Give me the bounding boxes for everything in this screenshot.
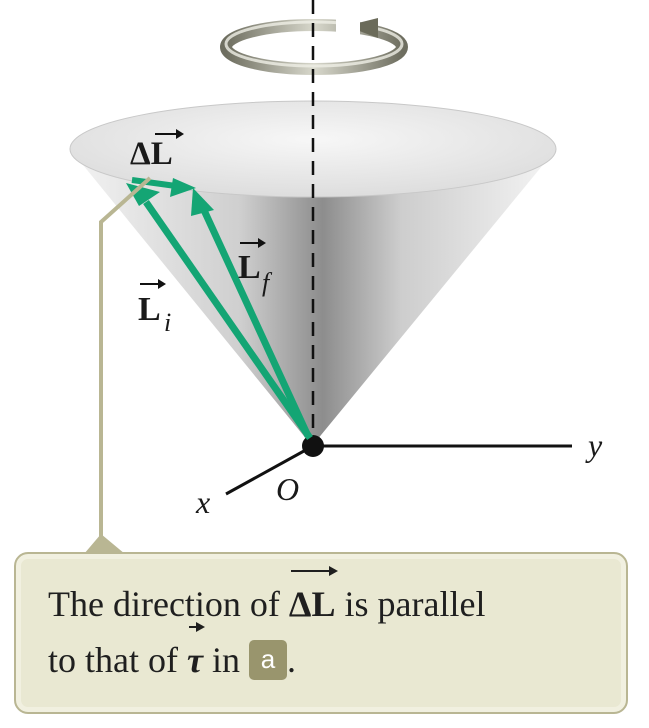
callout-line: [99, 176, 152, 540]
vector-delta-l: [131, 177, 196, 197]
label-l-f-subscript: f: [262, 268, 273, 297]
origin-point: [302, 435, 324, 457]
label-origin: O: [276, 471, 299, 507]
label-delta-l: ΔL: [130, 136, 173, 172]
label-l-i-arrow: [140, 279, 166, 289]
caption-part-4: in: [202, 640, 249, 680]
label-y-axis: y: [585, 427, 603, 463]
vector-l-i: [126, 183, 313, 440]
label-x-axis: x: [195, 484, 210, 520]
vector-l-f: [191, 188, 312, 438]
label-l-i: L: [138, 291, 161, 328]
caption-delta-l: ΔL: [289, 566, 338, 632]
label-l-f: L: [238, 249, 261, 286]
caption-part-2: is parallel: [335, 584, 486, 624]
caption-box: The direction of ΔL is parallel to that …: [14, 552, 628, 714]
caption-part-5: .: [286, 640, 296, 680]
caption-tau: τ: [187, 622, 205, 688]
label-l-i-subscript: i: [164, 308, 171, 337]
caption-part-3: to that of: [48, 640, 187, 680]
caption-part-1: The direction of: [48, 584, 289, 624]
callout-pointer: [84, 534, 125, 554]
cone-body: [70, 149, 556, 446]
label-delta-l-arrow: [155, 129, 184, 139]
x-axis: [225, 444, 314, 496]
label-l-f-arrow: [240, 238, 266, 248]
figure-part-badge: a: [248, 640, 287, 680]
caption-text: The direction of ΔL is parallel to that …: [48, 566, 606, 688]
